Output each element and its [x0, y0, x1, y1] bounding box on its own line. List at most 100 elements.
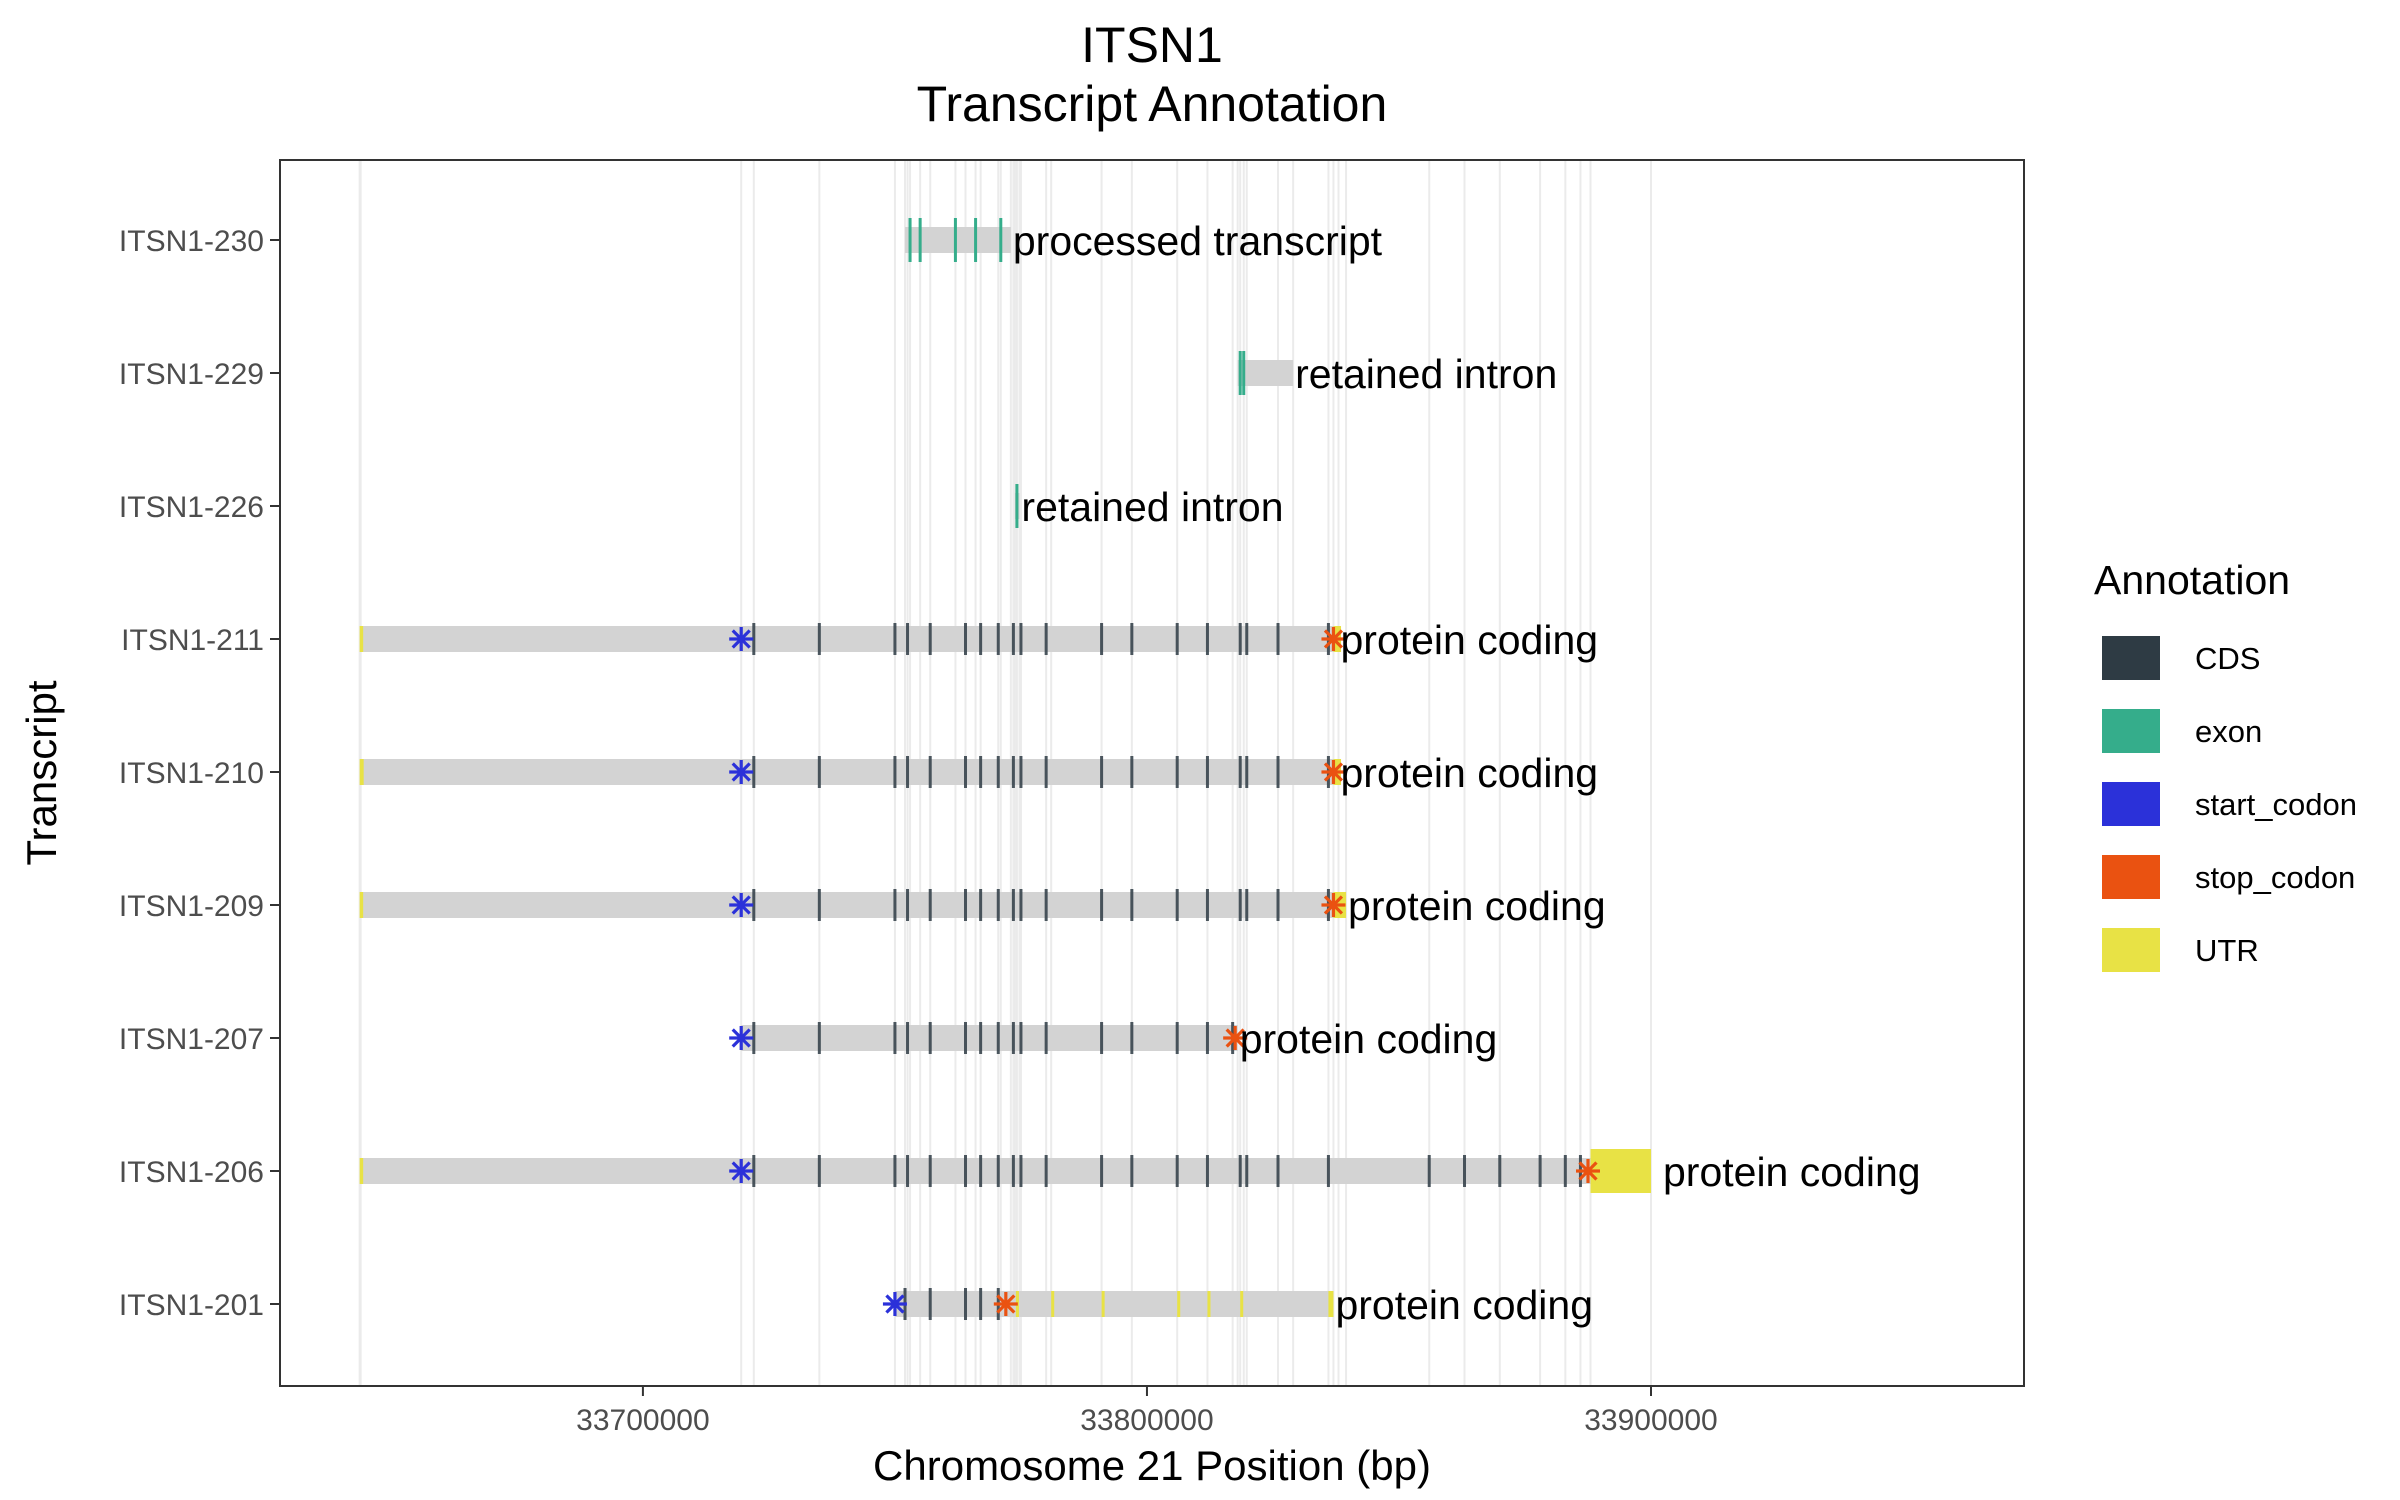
y-tick-label: ITSN1-207: [119, 1023, 264, 1056]
legend-swatch: [2102, 855, 2160, 899]
transcript-biotype-label: protein coding: [1663, 1149, 1921, 1195]
transcript-biotype-label: retained intron: [1021, 484, 1283, 530]
stop-codon-marker: [1321, 627, 1346, 651]
cds-segment: [1205, 1022, 1209, 1054]
cds-segment: [1563, 1155, 1567, 1187]
exon-segment: [1015, 484, 1019, 528]
cds-segment: [1238, 756, 1242, 788]
cds-segment: [1130, 1022, 1134, 1054]
legend-label: CDS: [2195, 641, 2260, 676]
legend-swatch: [2102, 782, 2160, 826]
legend-label: stop_codon: [2195, 860, 2355, 895]
exon-segment: [1238, 351, 1242, 395]
cds-segment: [817, 1155, 821, 1187]
cds-segment: [928, 756, 932, 788]
legend: Annotation CDS exon start_codon stop_codon U…: [2094, 557, 2357, 972]
cds-segment: [1245, 889, 1249, 921]
transcript-ITSN1-226: retained intron: [1014, 484, 1284, 530]
y-tick-label: ITSN1-211: [121, 624, 264, 657]
cds-segment: [996, 889, 1000, 921]
x-tick-label: 33700000: [576, 1404, 709, 1437]
cds-segment: [752, 623, 756, 655]
transcript-ITSN1-210: protein coding: [359, 750, 1598, 796]
y-tick-label: ITSN1-210: [119, 757, 264, 790]
legend-item-stop-codon: stop_codon: [2102, 855, 2355, 899]
exon-segment: [953, 218, 957, 262]
cds-segment: [928, 623, 932, 655]
cds-segment: [1175, 1022, 1179, 1054]
cds-segment: [893, 756, 897, 788]
cds-segment: [1175, 889, 1179, 921]
cds-segment: [1011, 889, 1015, 921]
legend-item-exon: exon: [2102, 709, 2262, 753]
y-tick-label: ITSN1-230: [119, 225, 264, 258]
legend-label: UTR: [2195, 933, 2259, 968]
gene-body: [1237, 360, 1294, 386]
cds-segment: [893, 1155, 897, 1187]
cds-segment: [893, 1022, 897, 1054]
cds-segment: [906, 889, 910, 921]
chart-subtitle: Transcript Annotation: [917, 76, 1388, 132]
cds-segment: [1175, 756, 1179, 788]
transcript-ITSN1-229: retained intron: [1237, 351, 1557, 397]
cds-segment: [964, 756, 968, 788]
x-tick-label: 33900000: [1584, 1404, 1717, 1437]
transcript-biotype-label: protein coding: [1240, 1016, 1498, 1062]
x-tick-label: 33800000: [1080, 1404, 1213, 1437]
cds-segment: [752, 889, 756, 921]
cds-segment: [1427, 1155, 1431, 1187]
cds-segment: [964, 1288, 968, 1320]
exon-segment: [999, 218, 1003, 262]
utr-segment: [1207, 1291, 1211, 1317]
cds-segment: [752, 756, 756, 788]
cds-segment: [964, 1022, 968, 1054]
cds-segment: [996, 1155, 1000, 1187]
cds-segment: [906, 623, 910, 655]
transcript-tracks: processed transcript retained intron retai…: [359, 218, 1921, 1328]
cds-segment: [928, 1155, 932, 1187]
legend-item-start-codon: start_codon: [2102, 782, 2357, 826]
cds-segment: [979, 889, 983, 921]
transcript-biotype-label: protein coding: [1340, 750, 1598, 796]
utr-segment: [1177, 1291, 1181, 1317]
cds-segment: [906, 1155, 910, 1187]
cds-segment: [979, 623, 983, 655]
cds-segment: [1019, 1022, 1023, 1054]
cds-segment: [1276, 889, 1280, 921]
utr-segment: [1590, 1149, 1652, 1193]
gene-body: [360, 626, 1339, 652]
exon-segment: [918, 218, 922, 262]
legend-swatch: [2102, 636, 2160, 680]
cds-segment: [1044, 1155, 1048, 1187]
cds-segment: [1238, 623, 1242, 655]
stop-codon-marker: [993, 1292, 1018, 1316]
cds-segment: [1130, 889, 1134, 921]
legend-swatch: [2102, 928, 2160, 972]
transcript-biotype-label: processed transcript: [1013, 218, 1383, 264]
cds-segment: [1130, 623, 1134, 655]
start-codon-marker: [882, 1292, 907, 1316]
cds-segment: [1276, 623, 1280, 655]
gene-body: [905, 227, 1011, 253]
cds-segment: [817, 889, 821, 921]
stop-codon-marker: [1321, 760, 1346, 784]
legend-swatch: [2102, 709, 2160, 753]
cds-segment: [893, 889, 897, 921]
cds-segment: [1044, 756, 1048, 788]
gene-body: [894, 1291, 1334, 1317]
cds-segment: [752, 1155, 756, 1187]
utr-segment: [1051, 1291, 1055, 1317]
utr-segment: [359, 759, 364, 785]
y-tick-label: ITSN1-206: [119, 1156, 264, 1189]
utr-segment: [359, 626, 364, 652]
cds-segment: [1019, 623, 1023, 655]
cds-segment: [1011, 1155, 1015, 1187]
cds-segment: [996, 756, 1000, 788]
y-tick-label: ITSN1-226: [119, 491, 264, 524]
x-axis-title: Chromosome 21 Position (bp): [873, 1442, 1431, 1489]
cds-segment: [1238, 1155, 1242, 1187]
exon-segment: [908, 218, 912, 262]
cds-segment: [1130, 756, 1134, 788]
cds-segment: [964, 1155, 968, 1187]
utr-segment: [359, 1158, 364, 1184]
